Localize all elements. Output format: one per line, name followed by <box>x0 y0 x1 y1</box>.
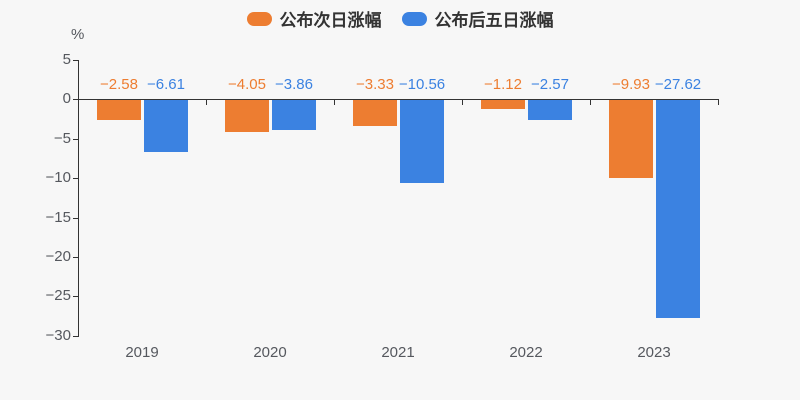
y-axis-tick <box>73 218 79 219</box>
y-axis-tick-label: −5 <box>53 130 71 147</box>
bar-value-label-公布后五日涨幅-2021: −10.56 <box>398 76 446 93</box>
bar-value-label-公布次日涨幅-2021: −3.33 <box>356 76 394 93</box>
x-axis-category-label-2019: 2019 <box>125 344 159 361</box>
x-axis-category-label-2022: 2022 <box>509 344 543 361</box>
bar-value-label-公布次日涨幅-2020: −4.05 <box>228 76 266 93</box>
y-axis-tick-label: 0 <box>62 90 71 107</box>
bar-value-label-公布后五日涨幅-2022: −2.57 <box>531 76 569 93</box>
legend: 公布次日涨幅 公布后五日涨幅 <box>0 6 800 31</box>
y-axis-tick-label: −15 <box>45 209 71 226</box>
bar-公布后五日涨幅-2021[interactable] <box>400 100 444 183</box>
y-axis-tick <box>73 99 79 100</box>
legend-label-next-day-change: 公布次日涨幅 <box>279 11 382 30</box>
legend-label-five-day-change: 公布后五日涨幅 <box>434 11 554 30</box>
bar-公布后五日涨幅-2020[interactable] <box>272 100 316 130</box>
y-axis-tick <box>73 257 79 258</box>
bar-公布次日涨幅-2019[interactable] <box>97 100 141 120</box>
bar-公布次日涨幅-2022[interactable] <box>481 100 525 109</box>
y-axis-tick <box>73 178 79 179</box>
bar-value-label-公布次日涨幅-2019: −2.58 <box>100 76 138 93</box>
x-axis-line <box>78 99 719 100</box>
legend-swatch-orange-icon <box>246 11 272 26</box>
x-axis-tick <box>590 99 591 105</box>
y-axis-tick-label: −20 <box>45 248 71 265</box>
bar-value-label-公布后五日涨幅-2020: −3.86 <box>275 76 313 93</box>
bar-公布后五日涨幅-2019[interactable] <box>144 100 188 152</box>
y-axis-tick-label: −10 <box>45 169 71 186</box>
bar-公布后五日涨幅-2022[interactable] <box>528 100 572 120</box>
y-axis-unit-label: % <box>71 26 85 43</box>
bar-value-label-公布次日涨幅-2023: −9.93 <box>612 76 650 93</box>
y-axis-tick-label: −25 <box>45 287 71 304</box>
y-axis-tick-label: 5 <box>62 51 71 68</box>
y-axis-tick <box>73 296 79 297</box>
bar-公布次日涨幅-2020[interactable] <box>225 100 269 132</box>
x-axis-category-label-2023: 2023 <box>637 344 671 361</box>
bar-value-label-公布后五日涨幅-2023: −27.62 <box>654 76 702 93</box>
bar-公布次日涨幅-2023[interactable] <box>609 100 653 178</box>
bar-公布后五日涨幅-2023[interactable] <box>656 100 700 318</box>
legend-item-next-day-change[interactable]: 公布次日涨幅 <box>246 6 382 31</box>
bar-公布次日涨幅-2021[interactable] <box>353 100 397 126</box>
x-axis-tick <box>462 99 463 105</box>
x-axis-tick <box>334 99 335 105</box>
y-axis-tick <box>73 60 79 61</box>
y-axis-tick <box>73 336 79 337</box>
x-axis-category-label-2020: 2020 <box>253 344 287 361</box>
y-axis-tick <box>73 139 79 140</box>
y-axis-tick-label: −30 <box>45 327 71 344</box>
x-axis-tick <box>206 99 207 105</box>
x-axis-tick <box>718 99 719 105</box>
x-axis-category-label-2021: 2021 <box>381 344 415 361</box>
legend-item-five-day-change[interactable]: 公布后五日涨幅 <box>401 6 554 31</box>
bar-value-label-公布后五日涨幅-2019: −6.61 <box>147 76 185 93</box>
bar-value-label-公布次日涨幅-2022: −1.12 <box>484 76 522 93</box>
legend-swatch-blue-icon <box>401 11 427 26</box>
y-axis-line <box>78 60 79 336</box>
